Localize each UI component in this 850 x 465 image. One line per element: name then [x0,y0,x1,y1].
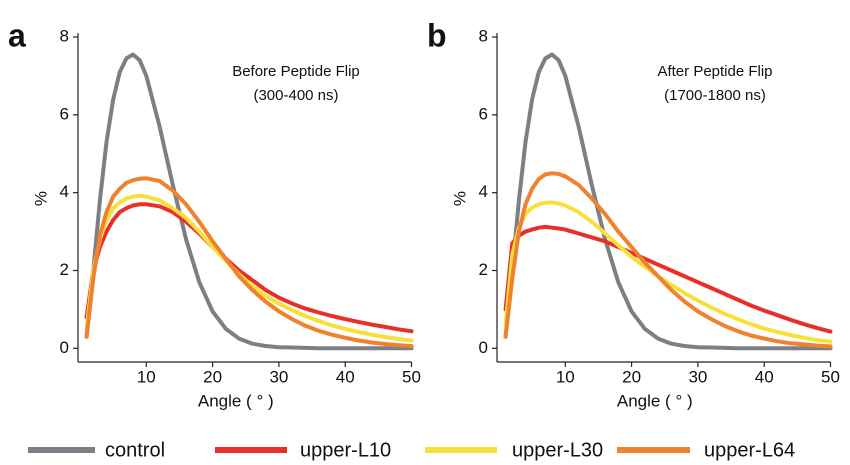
x-tick-label: 20 [622,367,641,386]
y-tick-label: 6 [479,104,488,123]
x-axis-label: Angle ( ° ) [198,391,274,410]
series-line [503,224,833,334]
panel-label: b [427,17,447,53]
y-tick-label: 2 [60,260,69,279]
x-tick-label: 30 [688,367,707,386]
y-tick-label: 0 [60,338,69,357]
series-line [503,52,833,351]
series-line [84,202,414,334]
annotation: After Peptide Flip [657,63,772,80]
y-tick-label: 8 [60,26,69,45]
series-line [84,176,414,348]
y-axis-label: % [450,191,469,206]
y-axis-label: % [31,191,50,206]
x-tick-label: 40 [755,367,774,386]
x-tick-label: 10 [137,367,156,386]
y-tick-label: 0 [479,338,488,357]
y-tick-label: 2 [479,260,488,279]
x-axis-label: Angle ( ° ) [617,391,693,410]
series-line [84,193,414,343]
annotation: (1700-1800 ns) [664,87,766,104]
x-tick-label: 10 [556,367,575,386]
legend-label: upper-L64 [704,439,795,461]
x-tick-label: 40 [336,367,355,386]
legend-label: control [105,439,165,461]
y-tick-label: 4 [60,182,69,201]
series-line [84,52,414,351]
legend-label: upper-L10 [300,439,391,461]
y-tick-label: 4 [479,182,488,201]
x-tick-label: 50 [402,367,421,386]
y-tick-label: 6 [60,104,69,123]
annotation: (300-400 ns) [253,87,338,104]
y-tick-label: 8 [479,26,488,45]
panel-label: a [8,17,26,53]
legend-label: upper-L30 [512,439,603,461]
annotation: Before Peptide Flip [232,63,360,80]
x-tick-label: 50 [821,367,840,386]
x-tick-label: 30 [269,367,288,386]
series-line [503,200,833,344]
x-tick-label: 20 [203,367,222,386]
series-line [503,171,833,349]
